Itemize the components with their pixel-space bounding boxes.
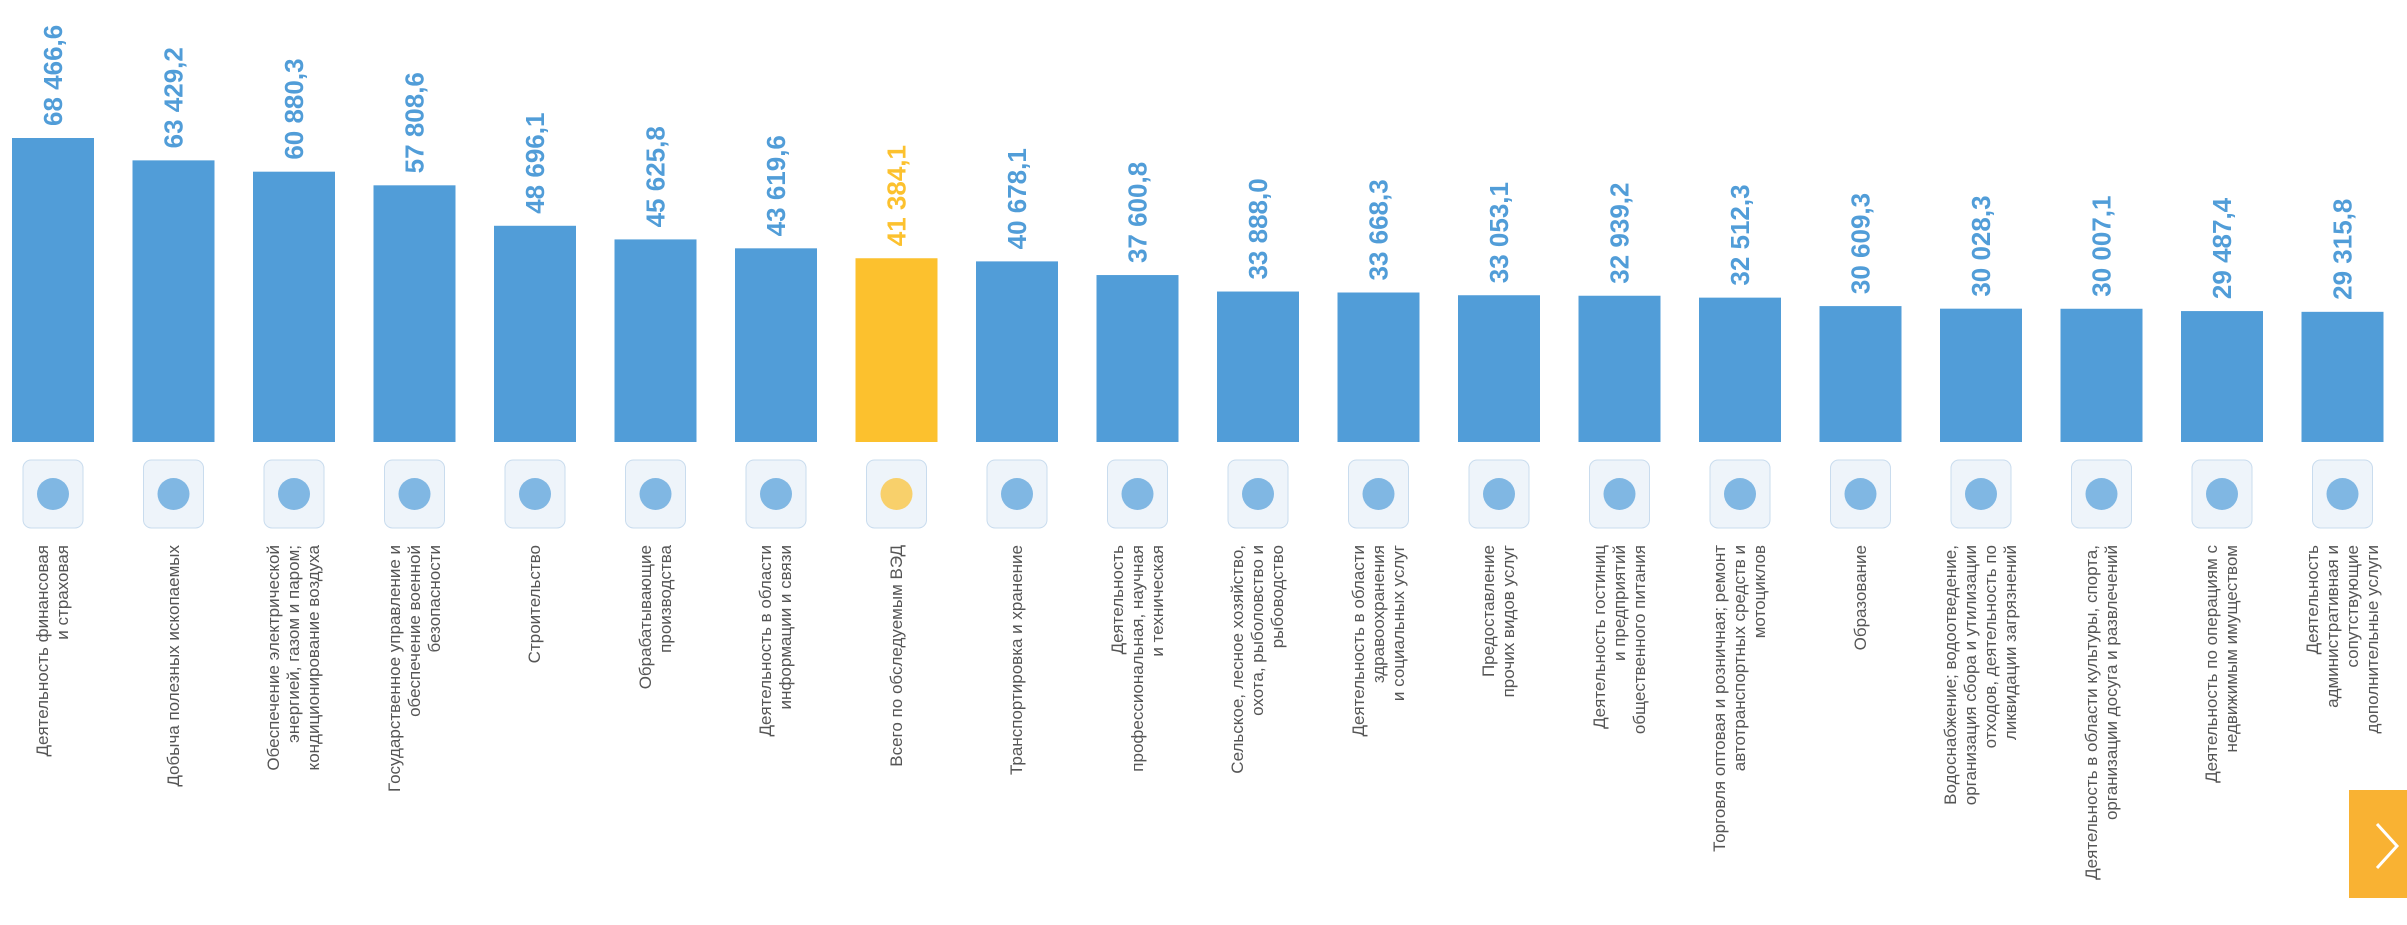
category-icon-dot — [37, 478, 69, 510]
bar — [1578, 295, 1661, 442]
bar — [2181, 311, 2263, 442]
category-label: Деятельность гостиниц и предприятий обще… — [1589, 545, 1649, 735]
category-label: Всего по обследуемым ВЭД — [886, 545, 906, 767]
category-label: Добыча полезных ископаемых — [163, 545, 183, 787]
category-icon-dot — [2326, 478, 2359, 510]
category-icon-dot — [2085, 478, 2118, 510]
category-label: Строительство — [525, 545, 544, 664]
bar — [614, 239, 697, 442]
bar — [1217, 291, 1299, 442]
value-label: 30 609,3 — [1846, 193, 1876, 294]
value-label: 37 600,8 — [1123, 162, 1153, 263]
category-label: Сельское, лесное хозяйство, охота, рыбол… — [1228, 545, 1287, 774]
category-label: Деятельность финансовая и страховая — [33, 545, 72, 757]
value-label: 68 466,6 — [38, 25, 68, 126]
category-label: Деятельность по операциям с недвижимым и… — [2202, 545, 2241, 783]
category-label: Образование — [1850, 545, 1870, 651]
category-label: Деятельность в области здравоохранения и… — [1348, 545, 1408, 737]
category-icon-dot — [1242, 478, 1274, 510]
category-icon-dot — [1483, 478, 1515, 510]
category-icon-dot — [639, 478, 672, 510]
bar — [1458, 295, 1540, 442]
category-label: Транспортировка и хранение — [1007, 545, 1026, 775]
category-icon-dot — [760, 478, 792, 510]
category-label: Предоставление прочих видов услуг — [1479, 545, 1518, 698]
category-icon-dot — [1121, 478, 1154, 510]
value-label: 43 619,6 — [761, 135, 791, 236]
value-label: 48 696,1 — [520, 113, 550, 214]
category-label: Обрабатывающие производства — [635, 545, 675, 690]
bar — [494, 225, 576, 442]
value-label: 29 315,8 — [2328, 199, 2358, 300]
category-icon-dot — [157, 478, 190, 510]
bar — [2301, 311, 2384, 442]
category-label: Водоснабжение; водоотведение, организаци… — [1941, 545, 2020, 806]
next-arrow — [2375, 822, 2400, 870]
value-label: 57 808,6 — [400, 72, 430, 173]
category-icon-dot — [1724, 478, 1756, 510]
category-icon-dot — [1603, 478, 1636, 510]
bar — [1819, 306, 1902, 442]
value-label: 30 007,1 — [2087, 196, 2117, 297]
value-label: 29 487,4 — [2207, 197, 2237, 299]
bar — [1337, 292, 1420, 442]
category-icon-dot — [1844, 478, 1877, 510]
value-label: 30 028,3 — [1966, 195, 1996, 296]
category-label: Торговля оптовая и розничная; ремонт авт… — [1710, 545, 1769, 852]
category-icon-dot — [1001, 478, 1033, 510]
bar — [12, 138, 94, 442]
category-icon-dot — [519, 478, 551, 510]
bar — [2060, 308, 2143, 442]
bar — [735, 248, 817, 442]
category-label: Деятельность в области информации и связ… — [756, 545, 795, 737]
category-label: Деятельность в области культуры, спорта,… — [2081, 545, 2121, 880]
bar — [132, 160, 215, 442]
category-label: Деятельность административная и сопутств… — [2302, 545, 2382, 734]
bar — [373, 185, 456, 442]
value-label: 41 384,1 — [882, 145, 912, 246]
value-label: 32 939,2 — [1605, 183, 1635, 284]
value-label: 33 668,3 — [1364, 179, 1394, 280]
bar — [855, 258, 938, 442]
bar — [1699, 297, 1781, 442]
value-label: 32 512,3 — [1725, 184, 1755, 285]
category-label: Государственное управление и обеспечение… — [384, 545, 444, 792]
bar — [1940, 308, 2022, 442]
category-icon-dot — [398, 478, 431, 510]
value-label: 33 888,0 — [1243, 178, 1273, 279]
bar — [976, 261, 1058, 442]
next-button[interactable] — [2349, 790, 2407, 898]
category-icon-dot — [278, 478, 310, 510]
value-label: 45 625,8 — [641, 126, 671, 227]
category-icon-dot — [1965, 478, 1997, 510]
value-label: 40 678,1 — [1002, 148, 1032, 249]
category-label: Деятельность профессиональная, научная и… — [1107, 545, 1167, 772]
value-label: 60 880,3 — [279, 58, 309, 159]
value-label: 63 429,2 — [159, 47, 189, 148]
category-icon-dot — [880, 478, 913, 510]
category-label: Обеспечение электрической энергией, газо… — [264, 545, 323, 771]
category-icon-dot — [1362, 478, 1395, 510]
bar — [253, 171, 335, 443]
category-icon-dot — [2206, 478, 2238, 510]
bar — [1096, 275, 1179, 442]
value-label: 33 053,1 — [1484, 182, 1514, 283]
